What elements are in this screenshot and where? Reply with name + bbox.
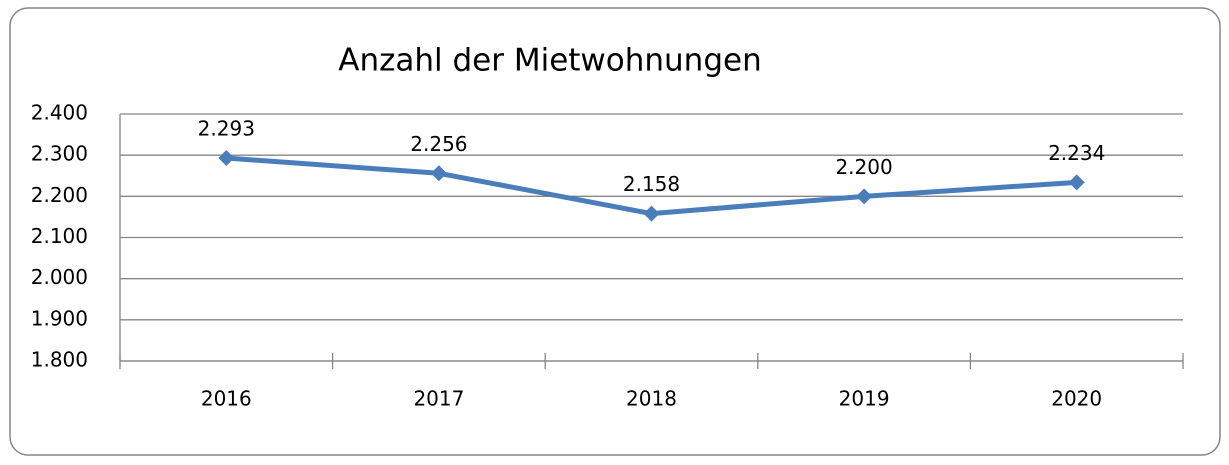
y-tick-label: 2.200 bbox=[31, 183, 88, 207]
chart-border bbox=[9, 7, 1221, 456]
chart-title: Anzahl der Mietwohnungen bbox=[338, 43, 761, 79]
point-marker bbox=[643, 205, 660, 222]
point-marker bbox=[218, 150, 235, 167]
y-tick-label: 2.100 bbox=[31, 224, 88, 248]
x-tick-label: 2019 bbox=[839, 387, 890, 411]
point-marker bbox=[430, 165, 447, 182]
x-tick-label: 2018 bbox=[626, 387, 677, 411]
x-tick-label: 2016 bbox=[201, 387, 252, 411]
y-tick-label: 1.800 bbox=[31, 348, 88, 372]
x-tick-label: 2020 bbox=[1051, 387, 1102, 411]
point-marker bbox=[1068, 174, 1085, 191]
data-label: 2.293 bbox=[198, 117, 255, 141]
data-label: 2.234 bbox=[1048, 141, 1105, 165]
point-marker bbox=[856, 188, 873, 205]
data-label: 2.200 bbox=[835, 155, 892, 179]
data-label: 2.256 bbox=[410, 132, 467, 156]
data-label: 2.158 bbox=[623, 172, 680, 196]
x-tick-label: 2017 bbox=[413, 387, 464, 411]
y-tick-label: 2.000 bbox=[31, 265, 88, 289]
y-tick-label: 2.400 bbox=[31, 101, 88, 125]
y-tick-label: 2.300 bbox=[31, 142, 88, 166]
y-tick-label: 1.900 bbox=[31, 306, 88, 330]
